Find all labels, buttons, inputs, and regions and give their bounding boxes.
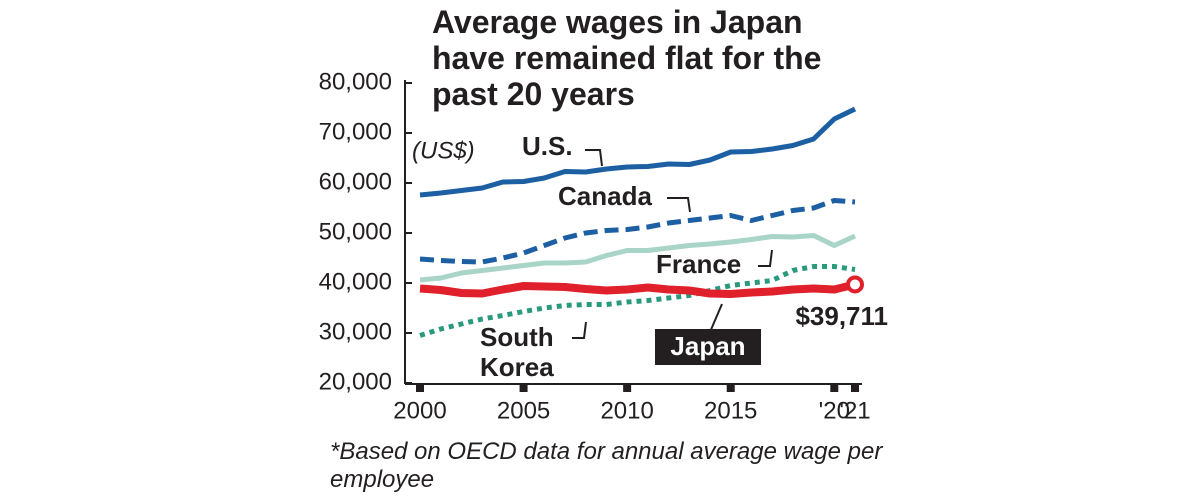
x-tick xyxy=(726,384,735,392)
x-tick xyxy=(851,384,859,392)
series-line xyxy=(419,106,857,198)
y-tick-label: 30,000 xyxy=(319,318,392,345)
x-tick-label: '21 xyxy=(839,397,870,424)
japan-label-box xyxy=(655,329,761,365)
y-tick-label: 80,000 xyxy=(319,68,392,95)
series-label: U.S. xyxy=(522,131,573,161)
x-tick xyxy=(416,384,424,392)
leader xyxy=(667,197,691,213)
y-tick-label: 20,000 xyxy=(319,368,392,395)
series-line xyxy=(419,233,857,283)
x-tick-label: 2000 xyxy=(393,397,446,424)
leader xyxy=(758,249,773,267)
leader xyxy=(572,321,587,339)
x-tick xyxy=(830,384,839,392)
x-tick-label: 2015 xyxy=(704,397,757,424)
series-label: Canada xyxy=(558,181,652,211)
series-label: South Korea xyxy=(480,322,554,382)
x-tick-label: 2005 xyxy=(497,397,550,424)
x-tick xyxy=(519,384,528,392)
x-tick-label: 2010 xyxy=(600,397,653,424)
footnote: *Based on OECD data for annual average w… xyxy=(330,438,883,493)
x-tick-label: '20 xyxy=(819,397,850,424)
leader xyxy=(709,303,723,333)
series-line xyxy=(419,264,856,338)
end-marker xyxy=(846,275,864,294)
y-tick-label: 50,000 xyxy=(319,218,392,245)
leader xyxy=(585,149,603,167)
unit-label: (US$) xyxy=(412,137,475,164)
series-line xyxy=(419,280,856,298)
y-tick-label: 60,000 xyxy=(319,168,392,195)
x-tick xyxy=(623,384,632,392)
chart-title: Average wages in Japan have remained fla… xyxy=(432,4,822,112)
series-label: France xyxy=(656,249,741,279)
y-tick-label: 70,000 xyxy=(319,118,392,145)
series-line xyxy=(419,198,856,265)
series-label: Japan xyxy=(670,331,745,361)
y-tick-label: 40,000 xyxy=(319,268,392,295)
value-label: $39,711 xyxy=(795,301,888,331)
